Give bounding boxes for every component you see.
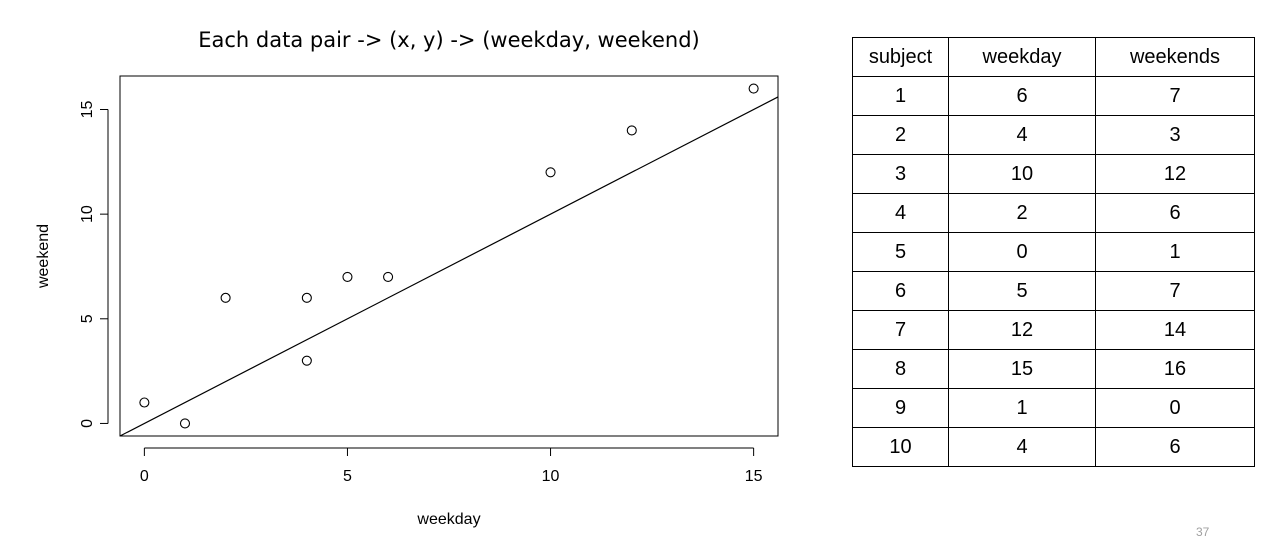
plot-frame: [119, 75, 779, 437]
table-row: 10 4 6: [852, 427, 1255, 467]
x-tick-label: 10: [542, 468, 560, 485]
data-point: [383, 271, 394, 282]
table-header-row: subject weekday weekends: [852, 37, 1255, 77]
table-cell: 3: [1095, 115, 1255, 155]
table-cell: 4: [948, 427, 1096, 467]
table-cell: 6: [852, 271, 949, 311]
table-cell: 1: [1095, 232, 1255, 272]
table-cell: 6: [1095, 193, 1255, 233]
table-cell: 8: [852, 349, 949, 389]
table-header-cell: subject: [852, 37, 949, 77]
y-tick-label: 15: [79, 100, 96, 118]
data-point: [179, 418, 191, 429]
y-tick-label: 0: [79, 419, 96, 428]
table-row: 8 15 16: [852, 349, 1255, 389]
table-cell: 0: [948, 232, 1096, 272]
chart-title: Each data pair -> (x, y) -> (weekday, we…: [198, 28, 700, 52]
data-point: [342, 271, 353, 282]
y-tick-label: 10: [79, 205, 96, 223]
table-cell: 0: [1095, 388, 1255, 428]
data-point: [301, 355, 312, 366]
table-cell: 3: [852, 154, 949, 194]
table-cell: 16: [1095, 349, 1255, 389]
table-cell: 7: [1095, 76, 1255, 116]
data-point: [626, 125, 637, 136]
table-header-cell: weekends: [1095, 37, 1255, 77]
table-cell: 7: [852, 310, 949, 350]
table-cell: 2: [852, 115, 949, 155]
x-tick-label: 0: [140, 468, 149, 485]
data-point: [301, 292, 312, 303]
data-table: subject weekday weekends 1 6 7 2 4 3 3 10 12 4 2 6 5 0 1 6…: [852, 37, 1255, 467]
table-cell: 12: [1095, 154, 1255, 194]
table-cell: 7: [1095, 271, 1255, 311]
x-axis-label: weekday: [416, 511, 480, 528]
data-point: [748, 83, 759, 94]
table-cell: 5: [948, 271, 1096, 311]
table-cell: 14: [1095, 310, 1255, 350]
data-point: [545, 167, 556, 178]
table-cell: 10: [948, 154, 1096, 194]
table-row: 3 10 12: [852, 154, 1255, 194]
x-tick-label: 5: [343, 468, 352, 485]
y-axis-label: weekend: [35, 224, 52, 289]
table-cell: 2: [948, 193, 1096, 233]
data-point: [139, 397, 150, 408]
table-cell: 1: [948, 388, 1096, 428]
table-cell: 10: [852, 427, 949, 467]
table-row: 7 12 14: [852, 310, 1255, 350]
table-cell: 1: [852, 76, 949, 116]
x-tick-label: 15: [745, 468, 763, 485]
regression-line: [119, 96, 779, 437]
table-cell: 4: [948, 115, 1096, 155]
page-number: 37: [1196, 525, 1210, 539]
table-cell: 5: [852, 232, 949, 272]
scatter-plot: 0 5 10 15 0 5 10 15 weekday weekend: [35, 75, 779, 528]
table-cell: 9: [852, 388, 949, 428]
table-cell: 15: [948, 349, 1096, 389]
table-cell: 12: [948, 310, 1096, 350]
table-header-cell: weekday: [948, 37, 1096, 77]
y-tick-label: 5: [79, 314, 96, 323]
data-point: [220, 292, 231, 303]
table-cell: 4: [852, 193, 949, 233]
table-cell: 6: [948, 76, 1096, 116]
table-cell: 6: [1095, 427, 1255, 467]
